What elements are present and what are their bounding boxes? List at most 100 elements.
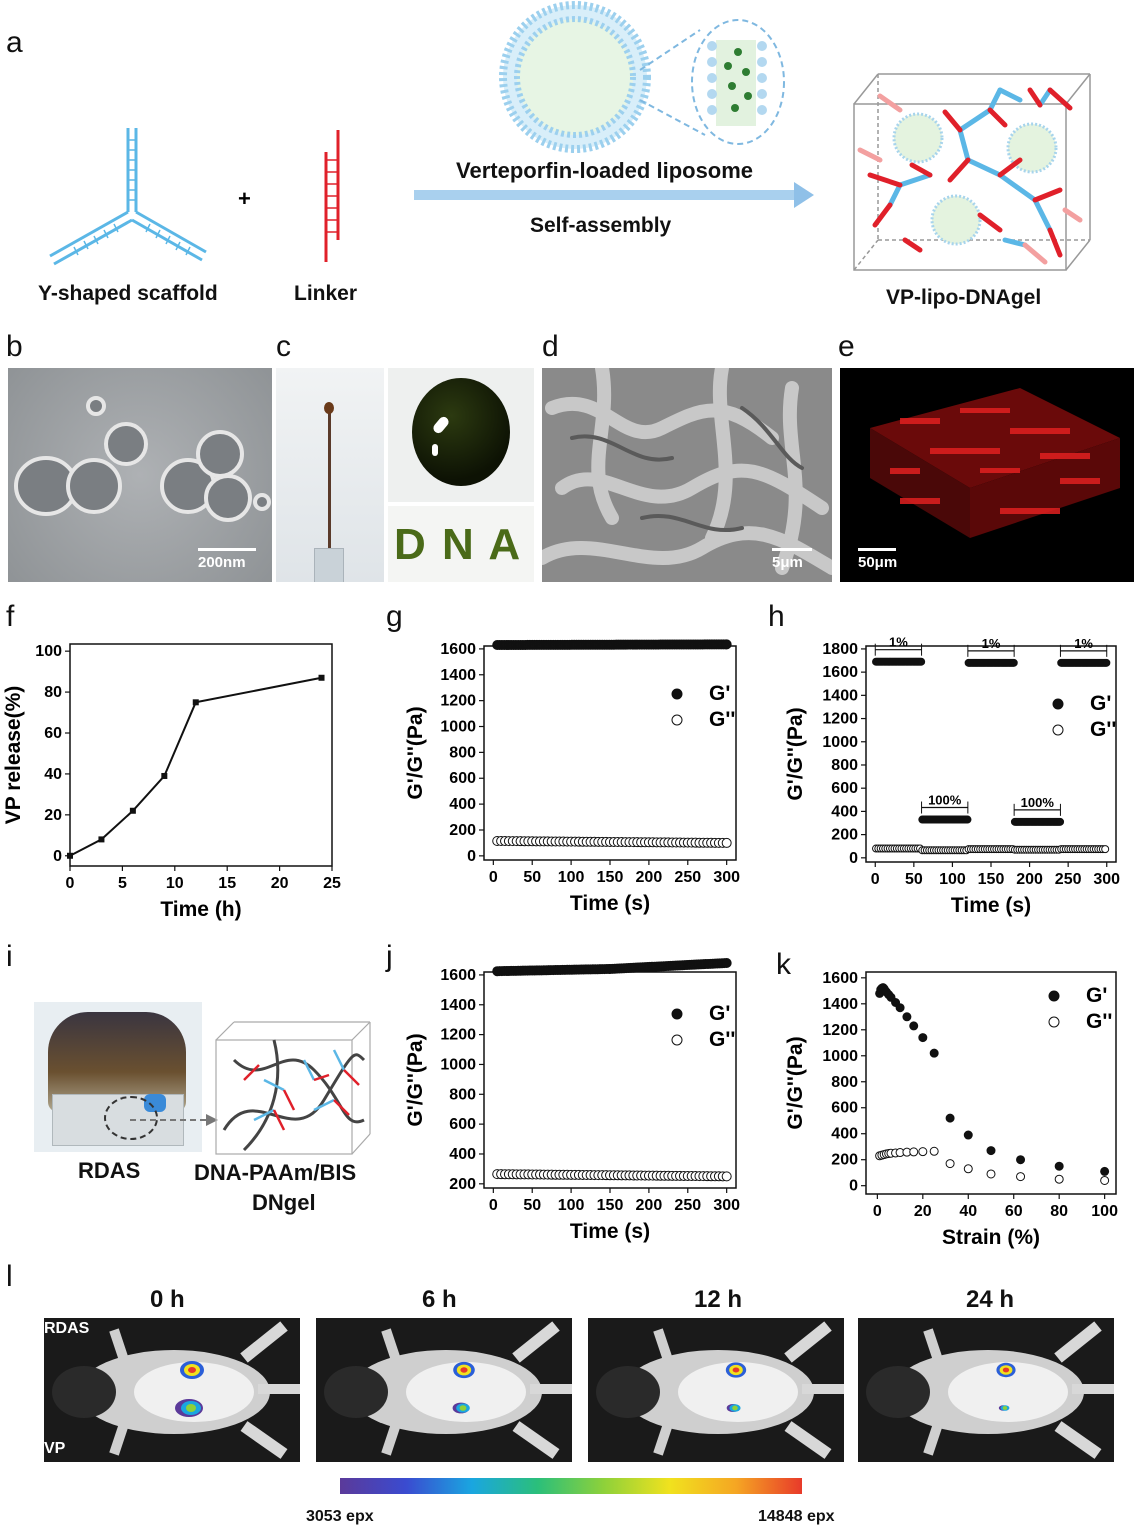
arrow-bottom-label: Self-assembly: [530, 214, 672, 237]
photo-c-droplet: [388, 368, 534, 502]
timepoint-12h: 12 h: [694, 1286, 743, 1313]
ivis-mouse-image: [44, 1318, 300, 1462]
x-tick-label: 200: [636, 869, 663, 886]
y-tick-label: 400: [831, 1126, 858, 1143]
data-point: [963, 815, 972, 824]
x-tick-label: 100: [558, 1197, 585, 1214]
chart-h: 0 50 100 150 200 250 300 0 200 400 600 800 1000 1200 1…: [784, 635, 1120, 917]
x-tick-label: 50: [905, 871, 923, 888]
y-tick-label: 200: [449, 822, 476, 839]
y-tick-label: 400: [831, 803, 858, 820]
legend-label: G': [709, 1002, 730, 1025]
y-tick-label: 1000: [822, 1048, 858, 1065]
x-tick-label: 60: [1005, 1203, 1023, 1220]
x-tick-label: 150: [597, 869, 624, 886]
y-tick-label: 800: [831, 1074, 858, 1091]
scale-text-d: 5μm: [772, 554, 803, 571]
chart-f: 0 5 10 15 20 25 0 20 40 60 80 100 Time (h) VP release…: [2, 643, 341, 921]
timepoint-0h: 0 h: [150, 1286, 185, 1313]
y-axis-label: G'/G''(Pa): [404, 1033, 427, 1126]
data-point: [161, 772, 168, 779]
panel-label-h: h: [768, 600, 785, 633]
y-tick-label: 1200: [822, 1022, 858, 1039]
legend-marker: [671, 1008, 683, 1020]
x-tick-label: 200: [636, 1197, 663, 1214]
data-point: [1009, 658, 1018, 667]
x-tick-label: 5: [118, 875, 127, 892]
data-point: [986, 1169, 996, 1179]
data-point: [945, 1159, 955, 1169]
data-point: [986, 1146, 996, 1156]
timepoint-6h: 6 h: [422, 1286, 457, 1313]
data-point: [98, 836, 105, 843]
linker-icon: [324, 130, 340, 262]
chart-g: 0 50 100 150 200 250 300 0 200 400 600 800 1000 1200 1…: [404, 639, 740, 915]
y-axis-label: G'/G''(Pa): [404, 706, 427, 799]
self-assembly-arrow-icon: [414, 182, 814, 208]
y-tick-label: 600: [831, 1100, 858, 1117]
gel-strands: [857, 87, 1083, 265]
x-tick-label: 200: [1016, 871, 1043, 888]
scalebar-e: [858, 548, 896, 551]
legend-label: G'': [1090, 718, 1116, 741]
x-tick-label: 40: [959, 1203, 977, 1220]
sem-image-d: 5μm: [542, 368, 832, 582]
data-point: [1101, 845, 1110, 854]
x-tick-label: 50: [523, 1197, 541, 1214]
data-point: [945, 1113, 955, 1123]
x-tick-label: 80: [1050, 1203, 1068, 1220]
data-point: [1016, 1155, 1026, 1165]
plot-frame: [483, 971, 737, 1189]
x-tick-label: 300: [713, 869, 740, 886]
y-tick-label: 40: [44, 766, 62, 783]
y-tick-label: 800: [831, 757, 858, 774]
y-axis-label: G'/G''(Pa): [784, 1036, 807, 1129]
data-point: [909, 1021, 919, 1031]
panel-label-d: d: [542, 330, 559, 363]
data-point: [1102, 658, 1111, 667]
x-tick-label: 250: [674, 1197, 701, 1214]
rdas-photo: [34, 1002, 202, 1152]
legend-marker: [671, 1034, 683, 1046]
colorbar: [340, 1478, 802, 1494]
data-point: [1054, 1174, 1064, 1184]
plot-frame: [865, 645, 1117, 863]
y-tick-label: 80: [44, 684, 62, 701]
x-axis-label: Time (s): [951, 894, 1031, 917]
data-point: [1054, 1161, 1064, 1171]
data-point: [721, 1171, 732, 1182]
y-axis-label: VP release(%): [2, 686, 25, 825]
colorbar-min-label: 3053 epx: [306, 1508, 374, 1525]
panel-label-k: k: [776, 948, 791, 981]
dngel-label-1: DNA-PAAm/BIS: [194, 1160, 357, 1185]
scale-text-e: 50μm: [858, 554, 898, 571]
row-label-vp: VP: [44, 1440, 66, 1457]
data-point: [1100, 1175, 1110, 1185]
plus-sign: +: [238, 186, 251, 211]
legend-label: G'': [1086, 1010, 1112, 1033]
y-axis-label: G'/G''(Pa): [784, 707, 807, 800]
panel-label-l: l: [6, 1260, 13, 1293]
photo-c-needle: [276, 368, 384, 582]
chart-j: 0 50 100 150 200 250 300 200 400 600 800 1000 1200 14…: [404, 957, 740, 1243]
plot-frame: [69, 643, 333, 867]
y-tick-label: 1600: [440, 967, 476, 984]
data-point: [918, 1033, 928, 1043]
y-tick-label: 0: [53, 848, 62, 865]
annotation-label: 1%: [982, 636, 1001, 651]
x-tick-label: 250: [1055, 871, 1082, 888]
annotation-label: 1%: [1074, 636, 1093, 651]
scale-text-b: 200nm: [198, 554, 246, 571]
y-tick-label: 800: [449, 1086, 476, 1103]
y-tick-label: 400: [449, 1146, 476, 1163]
legend-marker: [671, 714, 683, 726]
y-tick-label: 0: [849, 1178, 858, 1195]
y-tick-label: 600: [449, 1116, 476, 1133]
data-point: [1100, 1166, 1110, 1176]
annotation-label: 100%: [928, 793, 962, 808]
y-tick-label: 200: [831, 1152, 858, 1169]
x-tick-label: 0: [873, 1203, 882, 1220]
x-tick-label: 100: [558, 869, 585, 886]
data-point: [721, 957, 732, 968]
product-label: VP-lipo-DNAgel: [886, 286, 1042, 309]
